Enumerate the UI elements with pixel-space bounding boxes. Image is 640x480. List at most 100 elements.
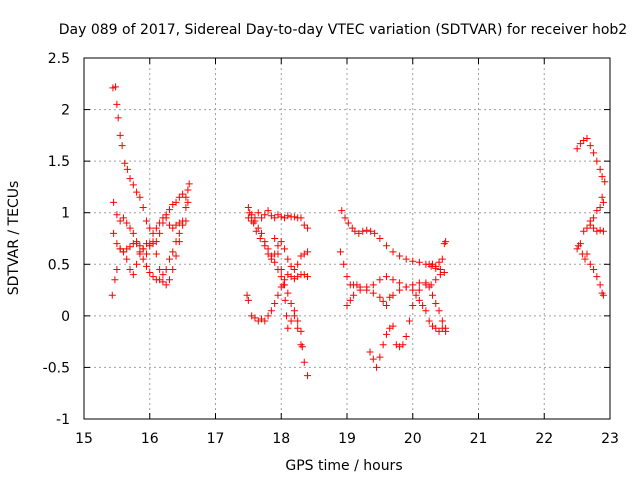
data-point xyxy=(126,175,134,183)
data-point xyxy=(264,312,272,320)
data-point xyxy=(573,245,581,253)
data-point xyxy=(116,217,124,225)
data-point xyxy=(284,289,292,297)
data-point xyxy=(184,198,192,206)
data-point xyxy=(304,273,312,281)
data-point xyxy=(428,291,436,299)
data-point xyxy=(175,193,183,201)
data-point xyxy=(113,240,121,248)
data-point xyxy=(136,248,144,256)
data-point xyxy=(129,181,137,189)
data-point xyxy=(112,83,120,91)
data-point xyxy=(596,226,604,234)
x-tick-label: 20 xyxy=(404,431,422,447)
data-point xyxy=(251,214,259,222)
data-point xyxy=(172,238,180,246)
data-point xyxy=(139,204,147,212)
data-point xyxy=(152,238,160,246)
data-point xyxy=(363,226,371,234)
data-point xyxy=(396,279,404,287)
data-point xyxy=(298,343,306,351)
data-point xyxy=(172,198,180,206)
series-arc-3e xyxy=(425,238,450,270)
series-arc-4a xyxy=(573,134,609,186)
data-point xyxy=(283,312,291,320)
data-point xyxy=(182,217,190,225)
data-point xyxy=(114,114,122,122)
data-point xyxy=(281,296,289,304)
data-point xyxy=(108,291,116,299)
data-point xyxy=(142,262,150,270)
data-point xyxy=(601,178,609,186)
data-point xyxy=(436,271,444,279)
data-point xyxy=(274,242,282,250)
data-point xyxy=(129,229,137,237)
y-tick-label: 0 xyxy=(61,309,70,325)
data-point xyxy=(119,214,127,222)
data-point xyxy=(432,262,440,270)
data-point xyxy=(267,307,275,315)
data-point xyxy=(586,142,594,150)
data-point xyxy=(165,206,173,214)
data-point xyxy=(373,363,381,371)
data-point xyxy=(581,255,589,263)
data-point xyxy=(369,281,377,289)
data-point xyxy=(123,255,131,263)
data-point xyxy=(389,291,397,299)
data-point xyxy=(165,221,173,229)
data-point xyxy=(438,317,446,325)
series-arc-2e xyxy=(271,235,306,351)
data-point xyxy=(129,271,137,279)
data-point xyxy=(405,317,413,325)
data-point xyxy=(402,255,410,263)
data-point xyxy=(116,131,124,139)
data-point xyxy=(343,273,351,281)
data-point xyxy=(399,341,407,349)
data-point xyxy=(346,296,354,304)
data-point xyxy=(172,252,180,260)
series-arc-1c xyxy=(108,214,190,299)
data-point xyxy=(573,145,581,153)
data-point xyxy=(432,324,440,332)
data-point xyxy=(142,250,150,258)
data-point xyxy=(356,286,364,294)
data-point xyxy=(182,204,190,212)
series-arc-2a xyxy=(244,204,312,380)
data-point xyxy=(415,258,423,266)
series-arc-3d xyxy=(343,273,450,335)
data-point xyxy=(599,291,607,299)
data-point xyxy=(110,198,118,206)
data-point xyxy=(264,250,272,258)
series-arc-3a xyxy=(338,207,448,277)
data-point xyxy=(277,273,285,281)
data-point xyxy=(369,289,377,297)
data-point xyxy=(156,229,164,237)
data-point xyxy=(338,207,346,215)
data-point xyxy=(169,224,177,232)
data-point xyxy=(379,341,387,349)
data-point xyxy=(294,324,302,332)
x-tick-label: 17 xyxy=(207,431,225,447)
data-point xyxy=(169,265,177,273)
data-point xyxy=(294,260,302,268)
data-point xyxy=(287,299,295,307)
data-point xyxy=(133,260,141,268)
data-point xyxy=(133,188,141,196)
data-point xyxy=(123,165,131,173)
x-tick-label: 18 xyxy=(272,431,290,447)
series-arc-2b xyxy=(246,209,312,273)
data-point xyxy=(146,269,154,277)
data-point xyxy=(248,217,256,225)
data-point xyxy=(274,250,282,258)
data-point xyxy=(281,245,289,253)
x-tick-label: 22 xyxy=(535,431,553,447)
data-point xyxy=(432,299,440,307)
data-point xyxy=(425,317,433,325)
data-point xyxy=(389,248,397,256)
data-point xyxy=(146,240,154,248)
data-point xyxy=(258,214,266,222)
data-point xyxy=(119,248,127,256)
data-point xyxy=(593,273,601,281)
data-point xyxy=(277,265,285,273)
